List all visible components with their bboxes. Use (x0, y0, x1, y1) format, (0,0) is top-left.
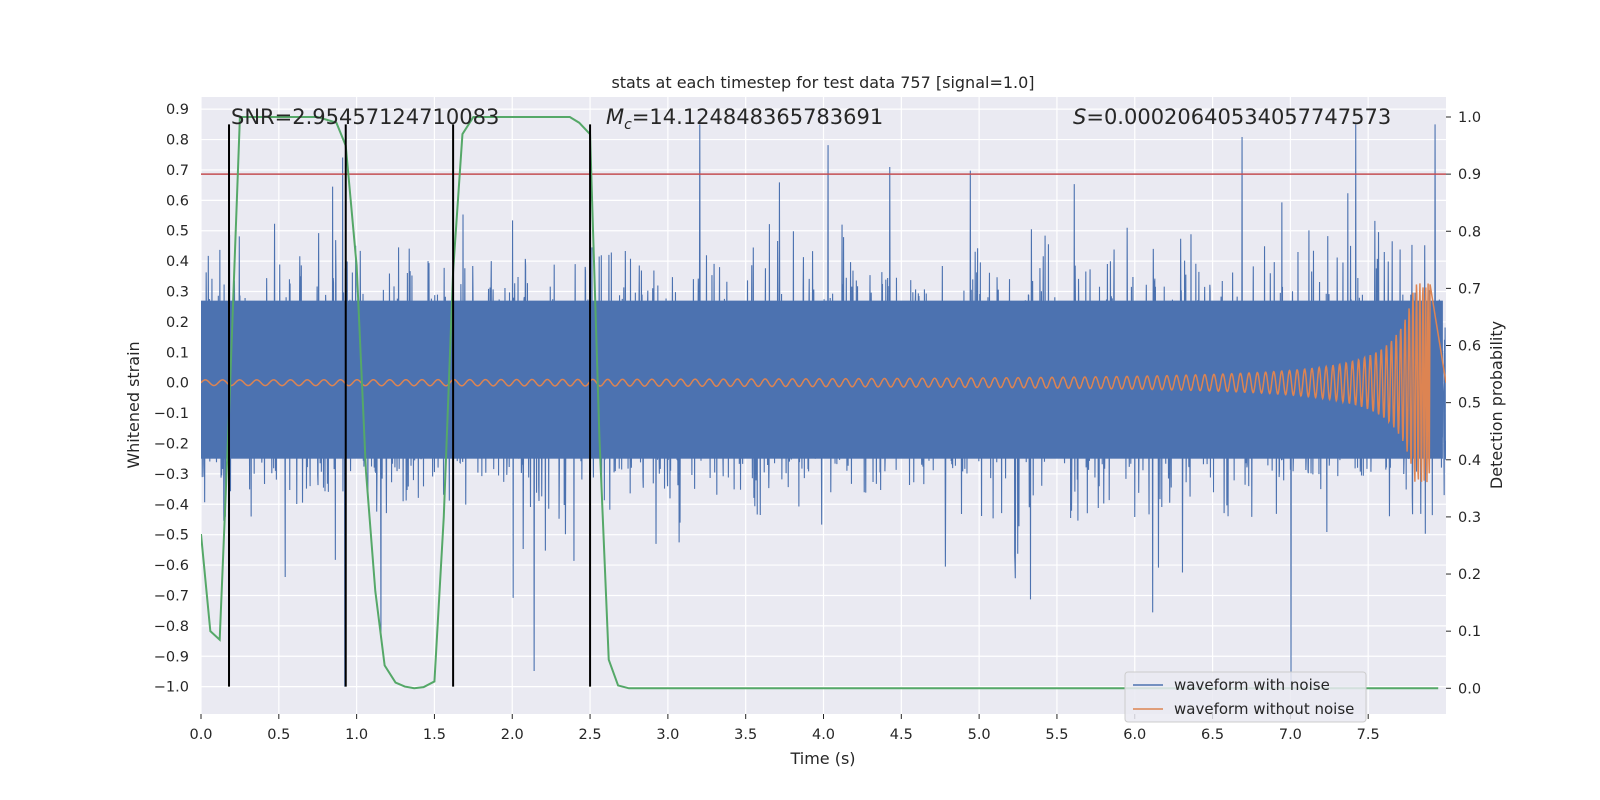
y2-tick-label: 0.7 (1458, 281, 1481, 297)
chart-title: stats at each timestep for test data 757… (611, 73, 1034, 92)
y-tick-label: 0.1 (166, 345, 189, 361)
x-tick-label: 5.5 (1045, 727, 1068, 743)
y-tick-label: −0.1 (154, 406, 189, 422)
y-tick-label: −0.7 (154, 588, 189, 604)
y2-tick-label: 0.2 (1458, 567, 1481, 583)
chirp-mass-subscript: c (624, 117, 632, 133)
y2-tick-label: 0.3 (1458, 510, 1481, 526)
x-tick-label: 1.0 (345, 727, 368, 743)
y-tick-label: 0.2 (166, 315, 189, 331)
y2-tick-label: 0.4 (1458, 453, 1481, 469)
y-tick-label: 0.8 (166, 133, 189, 149)
y-tick-label: −0.2 (154, 436, 189, 452)
x-tick-label: 7.5 (1357, 727, 1380, 743)
x-tick-label: 1.5 (423, 727, 446, 743)
s-value: =0.00020640534057747573 (1086, 105, 1391, 129)
y-tick-label: 0.7 (166, 163, 189, 179)
y2-tick-label: 0.1 (1458, 624, 1481, 640)
x-tick-labels: 0.0 0.5 1.0 1.5 2.0 2.5 3.0 3.5 4.0 4.5 5.0 5.5 6.0 6… (189, 714, 1380, 743)
x-axis-label: Time (s) (789, 749, 855, 768)
legend-label-clean: waveform without noise (1174, 700, 1354, 718)
x-tick-label: 3.0 (656, 727, 679, 743)
clean-waveform-line (201, 283, 1446, 483)
s-symbol: S (1073, 105, 1086, 129)
chirp-mass-annotation: Mc=14.124848365783691 (606, 105, 883, 133)
data-layer (201, 116, 1446, 690)
y-tick-label: −0.5 (154, 528, 189, 544)
y-tick-label: 0.3 (166, 285, 189, 301)
x-tick-label: 6.0 (1123, 727, 1146, 743)
y-tick-label: 0.0 (166, 376, 189, 392)
markers-layer (228, 124, 592, 687)
y2-tick-label: 0.9 (1458, 167, 1481, 183)
x-tick-label: 7.0 (1279, 727, 1302, 743)
x-tick-label: 2.5 (579, 727, 602, 743)
chirp-mass-value: =14.124848365783691 (632, 105, 883, 129)
x-tick-label: 0.0 (189, 727, 212, 743)
legend-label-noisy: waveform with noise (1174, 676, 1330, 694)
y-tick-label: 0.5 (166, 224, 189, 240)
snr-annotation: SNR=2.95457124710083 (231, 105, 499, 129)
y2-tick-label: 0.5 (1458, 396, 1481, 412)
y2-axis-label: Detection probability (1487, 321, 1506, 489)
x-tick-label: 4.5 (890, 727, 913, 743)
x-tick-label: 0.5 (267, 727, 290, 743)
noisy-waveform-core (201, 300, 1443, 459)
x-tick-label: 3.5 (734, 727, 757, 743)
y2-tick-label: 0.8 (1458, 224, 1481, 240)
y-tick-label: −0.3 (154, 467, 189, 483)
y-tick-label: −0.8 (154, 619, 189, 635)
legend: waveform with noise waveform without noi… (1124, 671, 1367, 723)
y-tick-label: −1.0 (154, 680, 189, 696)
y-tick-label: 0.6 (166, 193, 189, 209)
y-tick-labels: 0.9 0.8 0.7 0.6 0.5 0.4 0.3 0.2 0.1 0.0 −0.1 −0.2 −0… (154, 102, 189, 695)
detection-probability-line (201, 116, 1439, 690)
x-tick-label: 4.0 (812, 727, 835, 743)
s-annotation: S=0.00020640534057747573 (1073, 105, 1391, 129)
y-tick-label: −0.4 (154, 497, 189, 513)
x-tick-label: 2.0 (501, 727, 524, 743)
x-tick-label: 6.5 (1201, 727, 1224, 743)
y-tick-label: 0.9 (166, 102, 189, 118)
y2-tick-label: 0.6 (1458, 339, 1481, 355)
y-tick-label: 0.4 (166, 254, 189, 270)
x-tick-label: 5.0 (968, 727, 991, 743)
y2-tick-label: 0.0 (1458, 681, 1481, 697)
y2-tick-label: 1.0 (1458, 110, 1481, 126)
y-tick-label: −0.6 (154, 558, 189, 574)
chirp-mass-symbol: M (606, 105, 624, 129)
y-tick-label: −0.9 (154, 649, 189, 665)
y2-tick-labels: 1.0 0.9 0.8 0.7 0.6 0.5 0.4 0.3 0.2 0.1 0.0 (1446, 110, 1481, 697)
y-axis-label: Whitened strain (124, 341, 143, 468)
legend-box (1124, 671, 1367, 723)
